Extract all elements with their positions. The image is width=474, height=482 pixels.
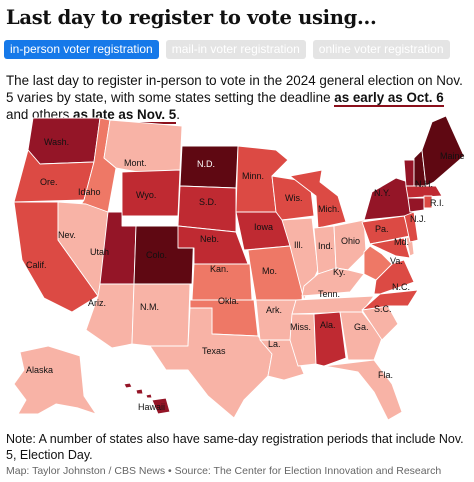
highlight-earliest: as early as Oct. 6 bbox=[334, 90, 444, 107]
label-miss: Miss. bbox=[290, 322, 311, 332]
label-alaska: Alaska bbox=[26, 365, 53, 375]
state-maryland[interactable] bbox=[369, 237, 411, 259]
label-wis: Wis. bbox=[285, 193, 303, 203]
label-calif: Calif. bbox=[26, 260, 47, 270]
label-neb: Neb. bbox=[200, 234, 219, 244]
description-text-1: The last day to register in-person to vo… bbox=[6, 73, 463, 105]
tab-online[interactable]: online voter registration bbox=[312, 40, 450, 59]
label-ariz: Ariz. bbox=[88, 298, 106, 308]
label-la: La. bbox=[268, 339, 281, 349]
label-wash: Wash. bbox=[44, 137, 69, 147]
label-texas: Texas bbox=[202, 346, 226, 356]
description: The last day to register in-person to vo… bbox=[6, 72, 468, 124]
label-tenn: Tenn. bbox=[318, 289, 340, 299]
label-mo: Mo. bbox=[262, 266, 277, 276]
label-utah: Utah bbox=[90, 247, 109, 257]
label-ala: Ala. bbox=[320, 320, 336, 330]
state-georgia[interactable] bbox=[339, 311, 383, 361]
label-ny: N.Y. bbox=[374, 188, 390, 198]
label-kan: Kan. bbox=[210, 264, 229, 274]
state-alabama[interactable] bbox=[313, 311, 347, 367]
label-nm: N.M. bbox=[140, 302, 159, 312]
label-fla: Fla. bbox=[378, 370, 393, 380]
label-pa: Pa. bbox=[375, 224, 389, 234]
footnote: Note: A number of states also have same-… bbox=[6, 432, 464, 462]
label-nh: N.H. bbox=[415, 179, 433, 189]
label-nev: Nev. bbox=[58, 230, 76, 240]
state-west-virginia[interactable] bbox=[363, 245, 393, 281]
state-wyoming[interactable] bbox=[121, 169, 181, 217]
label-ark: Ark. bbox=[266, 305, 282, 315]
us-map: Wash. Ore. Idaho Mont. N.D. Minn. Wis. M… bbox=[13, 115, 465, 421]
label-md: Md. bbox=[394, 237, 409, 247]
state-south-dakota[interactable] bbox=[177, 185, 237, 233]
label-ill: Ill. bbox=[294, 240, 303, 250]
state-vermont[interactable] bbox=[403, 159, 415, 187]
state-michigan[interactable] bbox=[289, 169, 347, 229]
state-new-mexico[interactable] bbox=[131, 283, 191, 347]
state-hawaii[interactable] bbox=[123, 382, 171, 415]
registration-type-tabs: in-person voter registration mail-in vot… bbox=[4, 40, 450, 59]
description-text-3: . bbox=[176, 107, 180, 122]
label-va: Va. bbox=[390, 256, 403, 266]
label-colo: Colo. bbox=[146, 250, 167, 260]
label-nj: N.J. bbox=[410, 214, 426, 224]
state-rhode-island[interactable] bbox=[423, 195, 433, 209]
label-ind: Ind. bbox=[318, 241, 333, 251]
label-sd: S.D. bbox=[199, 197, 217, 207]
label-sc: S.C. bbox=[374, 304, 392, 314]
label-hawaii: Hawaii bbox=[138, 402, 165, 412]
state-kentucky[interactable] bbox=[301, 267, 365, 297]
label-minn: Minn. bbox=[242, 171, 264, 181]
state-connecticut[interactable] bbox=[407, 197, 425, 213]
label-okla: Okla. bbox=[218, 296, 239, 306]
label-ri: R.I. bbox=[430, 198, 444, 208]
label-ky: Ky. bbox=[333, 267, 345, 277]
label-mont: Mont. bbox=[124, 158, 147, 168]
label-ohio: Ohio bbox=[341, 236, 360, 246]
state-massachusetts[interactable] bbox=[405, 185, 443, 199]
state-north-carolina[interactable] bbox=[361, 289, 419, 311]
label-idaho: Idaho bbox=[78, 187, 101, 197]
state-florida[interactable] bbox=[323, 359, 403, 421]
page-title: Last day to register to vote using... bbox=[6, 6, 377, 29]
state-alaska[interactable] bbox=[13, 345, 97, 415]
source-credit: Map: Taylor Johnston / CBS News • Source… bbox=[6, 465, 442, 477]
tab-mail-in[interactable]: mail-in voter registration bbox=[165, 40, 306, 59]
label-mich: Mich. bbox=[318, 204, 340, 214]
label-wyo: Wyo. bbox=[136, 190, 156, 200]
label-ore: Ore. bbox=[40, 177, 58, 187]
label-nd: N.D. bbox=[197, 159, 215, 169]
label-nc: N.C. bbox=[392, 282, 410, 292]
label-ga: Ga. bbox=[354, 322, 369, 332]
tab-in-person[interactable]: in-person voter registration bbox=[4, 40, 159, 59]
label-iowa: Iowa bbox=[254, 222, 273, 232]
label-maine: Maine bbox=[440, 151, 465, 161]
state-mississippi[interactable] bbox=[289, 313, 317, 367]
state-ohio[interactable] bbox=[333, 219, 367, 271]
